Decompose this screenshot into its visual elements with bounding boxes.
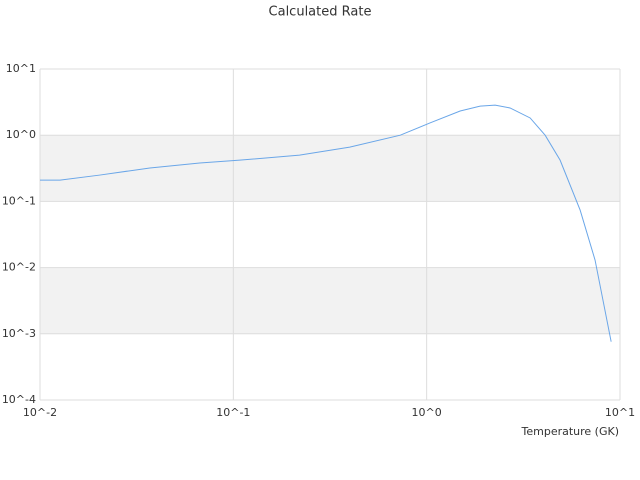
y-tick-label: 10^-4 bbox=[2, 393, 36, 406]
x-axis-label: Temperature (GK) bbox=[521, 425, 620, 438]
grid-band bbox=[40, 267, 620, 334]
grid-band bbox=[40, 135, 620, 202]
x-tick-label: 10^0 bbox=[412, 406, 442, 419]
y-tick-label: 10^-3 bbox=[2, 327, 36, 340]
x-tick-label: 10^1 bbox=[605, 406, 635, 419]
x-tick-label: 10^-2 bbox=[23, 406, 57, 419]
y-tick-label: 10^1 bbox=[6, 62, 36, 75]
y-tick-label: 10^0 bbox=[6, 128, 36, 141]
chart-title: Calculated Rate bbox=[269, 5, 372, 20]
data-line bbox=[40, 104, 612, 342]
x-tick-label: 10^-1 bbox=[216, 406, 250, 419]
y-tick-label: 10^-2 bbox=[2, 261, 36, 274]
y-tick-label: 10^-1 bbox=[2, 194, 36, 207]
